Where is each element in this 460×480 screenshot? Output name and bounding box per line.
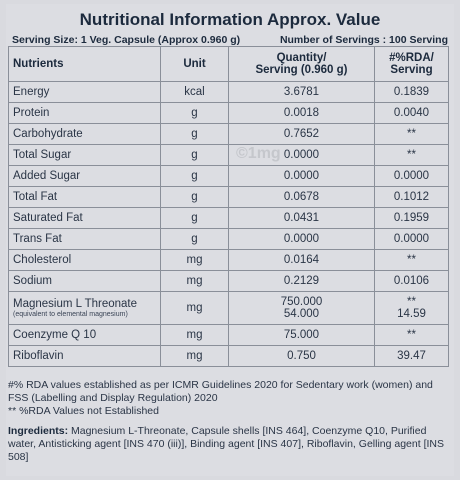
nutrient-unit: g: [160, 102, 229, 124]
nutrient-rda: 0.1959: [374, 207, 449, 229]
nutrient-rda: 0.1012: [374, 186, 449, 208]
serving-info: Serving Size: 1 Veg. Capsule (Approx 0.9…: [12, 34, 452, 46]
header-nutrients: Nutrients: [8, 46, 161, 82]
nutrient-rda: 39.47: [374, 345, 449, 367]
nutrient-name: Sodium: [8, 270, 161, 292]
table-row-magnesium: Magnesium L Threonate (equivalent to ele…: [8, 291, 449, 325]
nutrient-rda: 0.0000: [374, 165, 449, 187]
nutrient-rda: **: [374, 324, 449, 346]
nutrient-quantity: 3.6781: [228, 81, 375, 103]
table-row: Total Sugar g 0.0000 **: [8, 144, 449, 166]
table-row: Sodium mg 0.2129 0.0106: [8, 270, 449, 292]
nutrient-name: Carbohydrate: [8, 123, 161, 145]
nutrient-unit: g: [160, 207, 229, 229]
nutrient-name: Saturated Fat: [8, 207, 161, 229]
nutrition-table: Nutrients Unit Quantity/ Serving (0.960 …: [8, 46, 449, 367]
nutrient-quantity: 75.000: [228, 324, 375, 346]
nutrient-name: Trans Fat: [8, 228, 161, 250]
nutrient-quantity: 0.0000: [228, 144, 375, 166]
header-unit: Unit: [160, 46, 229, 82]
nutrient-unit: g: [160, 186, 229, 208]
nutrient-rda: 0.0040: [374, 102, 449, 124]
label-title: Nutritional Information Approx. Value: [79, 10, 381, 29]
nutrient-unit: g: [160, 165, 229, 187]
nutrient-quantity: 0.0431: [228, 207, 375, 229]
nutrient-unit: mg: [160, 324, 229, 346]
table-row: Riboflavin mg 0.750 39.47: [8, 345, 449, 367]
nutrient-name: Total Sugar: [8, 144, 161, 166]
header-quantity: Quantity/ Serving (0.960 g): [228, 46, 375, 82]
nutrient-unit: kcal: [160, 81, 229, 103]
nutrient-rda: **: [374, 123, 449, 145]
nutrient-rda-cell: ** 14.59: [374, 291, 449, 325]
nutrient-quantity-elemental: 54.000: [283, 308, 320, 320]
table-row: Total Fat g 0.0678 0.1012: [8, 186, 449, 208]
nutrient-name: Added Sugar: [8, 165, 161, 187]
nutrient-rda: 0.0000: [374, 228, 449, 250]
table-row: Protein g 0.0018 0.0040: [8, 102, 449, 124]
nutrient-unit: mg: [160, 249, 229, 271]
table-row: Cholesterol mg 0.0164 **: [8, 249, 449, 271]
nutrient-rda: 0.0106: [374, 270, 449, 292]
nutrient-unit: mg: [160, 291, 229, 325]
nutrient-rda: **: [374, 144, 449, 166]
nutrient-name: Protein: [8, 102, 161, 124]
nutrient-rda: 0.1839: [374, 81, 449, 103]
table-header-row: Nutrients Unit Quantity/ Serving (0.960 …: [8, 46, 449, 82]
nutrient-quantity: 750.000: [280, 296, 323, 308]
nutrient-name-cell: Magnesium L Threonate (equivalent to ele…: [8, 291, 161, 325]
table-row: Saturated Fat g 0.0431 0.1959: [8, 207, 449, 229]
nutrient-unit: g: [160, 144, 229, 166]
serving-size: Serving Size: 1 Veg. Capsule (Approx 0.9…: [12, 34, 241, 46]
servings-count: Number of Servings : 100 Serving: [279, 34, 448, 46]
table-row: Energy kcal 3.6781 0.1839: [8, 81, 449, 103]
nutrient-quantity: 0.0000: [228, 165, 375, 187]
nutrient-quantity: 0.0018: [228, 102, 375, 124]
footnotes: #% RDA values established as per ICMR Gu…: [8, 379, 448, 418]
nutrient-quantity: 0.750: [228, 345, 375, 367]
ingredients-text: Magnesium L-Threonate, Capsule shells [I…: [8, 425, 444, 463]
nutrient-name: Magnesium L Threonate: [13, 297, 138, 310]
rda-footnote: #% RDA values established as per ICMR Gu…: [8, 379, 433, 404]
ingredients: Ingredients: Magnesium L-Threonate, Caps…: [8, 425, 448, 464]
nutrient-unit: mg: [160, 270, 229, 292]
header-rda: #%RDA/ Serving: [374, 46, 449, 82]
nutrient-name: Riboflavin: [8, 345, 161, 367]
header-rda-line1: #%RDA/: [389, 52, 434, 64]
nutrient-quantity: 0.0678: [228, 186, 375, 208]
nutrient-name-note: (equivalent to elemental magnesium): [13, 310, 128, 318]
nutrient-quantity: 0.7652: [228, 123, 375, 145]
nutrient-name: Coenzyme Q 10: [8, 324, 161, 346]
table-row: Coenzyme Q 10 mg 75.000 **: [8, 324, 449, 346]
nutrient-unit: g: [160, 228, 229, 250]
nutrient-unit: g: [160, 123, 229, 145]
nutrient-quantity: 0.0000: [228, 228, 375, 250]
nutrient-unit: mg: [160, 345, 229, 367]
header-quantity-line1: Quantity/: [276, 52, 327, 64]
nutrient-name: Cholesterol: [8, 249, 161, 271]
nutrient-name: Energy: [8, 81, 161, 103]
nutrient-quantity-cell: 750.000 54.000: [228, 291, 375, 325]
nutrient-quantity: 0.0164: [228, 249, 375, 271]
table-row: Carbohydrate g 0.7652 **: [8, 123, 449, 145]
header-quantity-line2: Serving (0.960 g): [255, 64, 348, 76]
nutrient-rda-elemental: 14.59: [397, 308, 426, 320]
table-row: Trans Fat g 0.0000 0.0000: [8, 228, 449, 250]
nutrient-rda: **: [374, 249, 449, 271]
not-established-footnote: ** %RDA Values not Established: [8, 405, 159, 417]
header-rda-line2: Serving: [390, 64, 433, 76]
nutrient-rda: **: [407, 296, 416, 308]
nutrient-quantity: 0.2129: [228, 270, 375, 292]
table-row: Added Sugar g 0.0000 0.0000: [8, 165, 449, 187]
nutrient-name: Total Fat: [8, 186, 161, 208]
ingredients-label: Ingredients:: [8, 425, 69, 437]
